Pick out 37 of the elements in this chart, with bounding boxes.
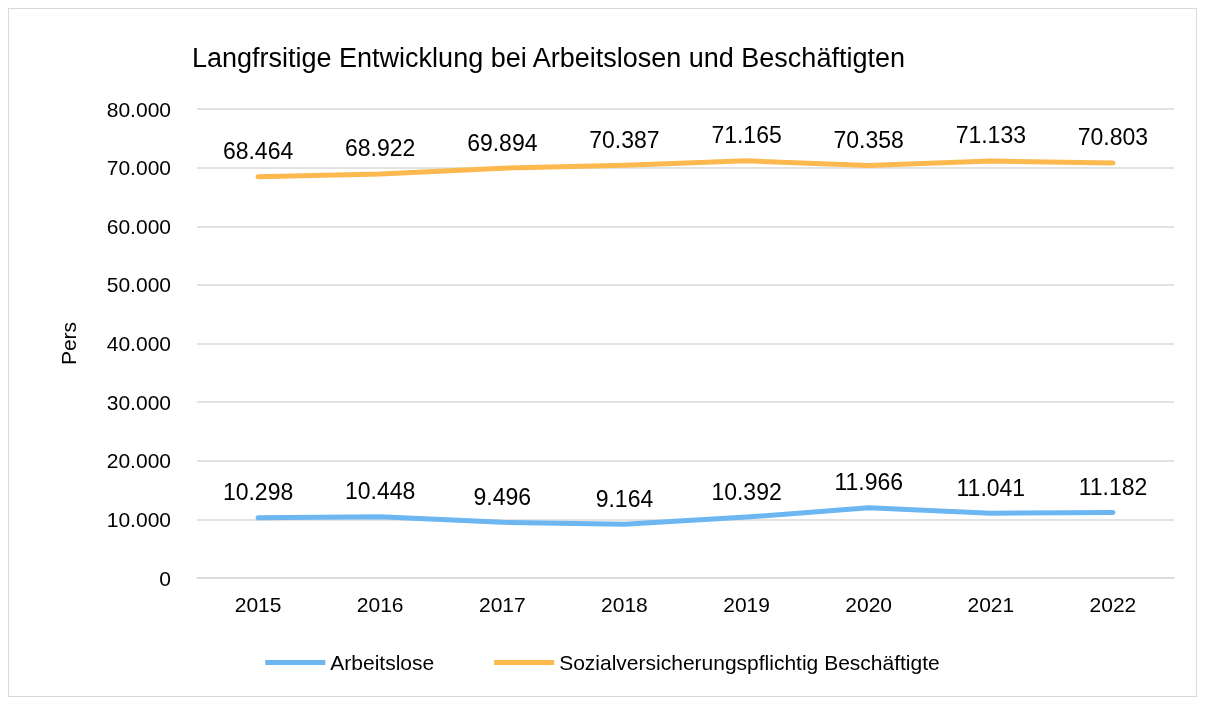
data-label: 69.894 (467, 129, 538, 156)
data-label: 71.165 (711, 122, 782, 149)
data-label: 11.966 (834, 469, 904, 496)
x-tick-label: 2020 (845, 593, 893, 616)
data-label: 9.496 (473, 483, 532, 510)
data-label: 9.164 (595, 485, 654, 512)
y-axis-title: Pers (57, 321, 80, 366)
x-tick-label: 2017 (478, 593, 526, 616)
x-tick-label: 2015 (234, 593, 282, 616)
y-tick-label: 80.000 (106, 97, 171, 121)
data-label: 10.298 (222, 479, 294, 506)
y-tick-label: 40.000 (106, 332, 171, 355)
data-label: 68.922 (345, 135, 416, 162)
data-label: 71.133 (955, 122, 1026, 149)
data-label: 10.448 (345, 478, 416, 505)
y-tick-label: 70.000 (106, 156, 171, 180)
chart-title: Langfrsitige Entwicklung bei Arbeitslosen und Beschäftigten (192, 42, 905, 73)
data-label: 11.041 (956, 474, 1026, 501)
x-tick-label: 2019 (723, 593, 770, 616)
data-label: 70.387 (589, 126, 660, 153)
y-tick-label: 30.000 (106, 390, 171, 414)
x-tick-label: 2022 (1089, 593, 1137, 616)
legend-label: Sozialversicherungspflichtig Beschäftigte (559, 651, 940, 674)
data-label: 68.464 (222, 138, 294, 165)
x-tick-label: 2018 (601, 593, 648, 616)
data-label: 70.358 (833, 127, 904, 154)
data-label: 11.182 (1078, 473, 1148, 500)
y-tick-label: 50.000 (106, 273, 171, 297)
x-tick-label: 2021 (967, 593, 1015, 616)
x-tick-label: 2016 (356, 593, 404, 616)
y-tick-label: 0 (159, 566, 171, 590)
y-tick-label: 20.000 (106, 449, 171, 473)
data-label: 10.392 (711, 478, 782, 505)
y-tick-label: 60.000 (106, 214, 171, 238)
legend-label: Arbeitslose (330, 651, 435, 674)
y-tick-label: 10.000 (106, 507, 171, 531)
data-label: 70.803 (1077, 124, 1149, 151)
